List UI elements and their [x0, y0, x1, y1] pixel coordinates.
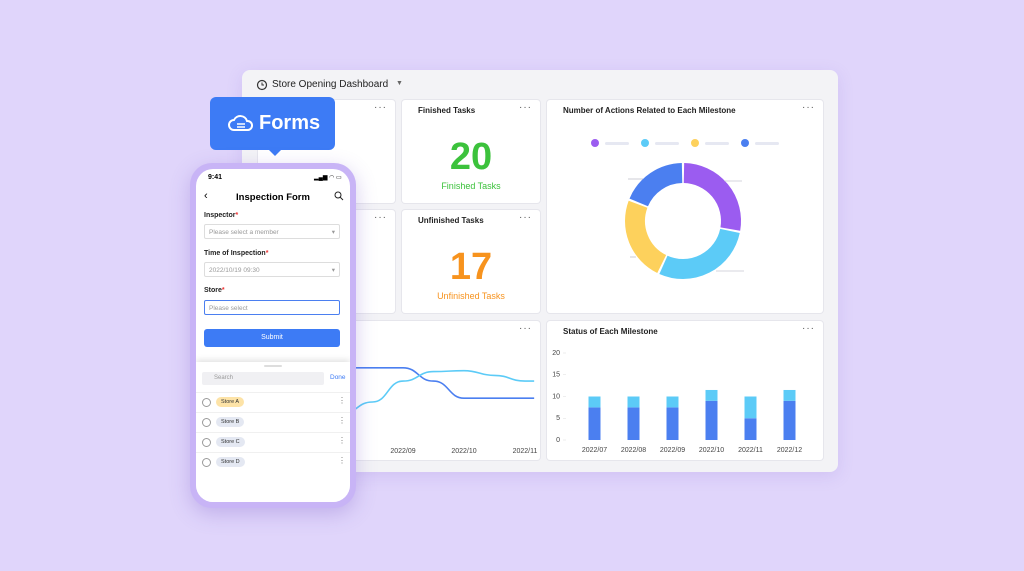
bar [744, 396, 757, 419]
x-tick-label: 2022/07 [582, 447, 607, 454]
bottom-sheet: Search Done Store A ⋮ Store B ⋮ Store C ⋮ Stor… [196, 362, 350, 502]
y-tick-label: 20 [552, 350, 560, 357]
x-tick-label: 2022/10 [451, 448, 476, 455]
bar [666, 396, 679, 408]
form-title: Inspection Form [236, 192, 310, 203]
select-input[interactable]: Please select a member ▾ [204, 224, 340, 239]
finished-card: Finished Tasks ··· 20 Finished Tasks [402, 100, 540, 203]
legend-dot [591, 139, 599, 147]
donut-segment [683, 163, 741, 231]
legend-dot [691, 139, 699, 147]
y-tick-label: 5 [556, 415, 560, 422]
date-input[interactable]: 2022/10/19 09:30 ▾ [204, 262, 340, 277]
field-label: Store* [204, 287, 225, 294]
badge-text: Forms [259, 112, 321, 134]
y-tick-label: 10 [552, 393, 560, 400]
store-option[interactable]: Store A ⋮ [196, 392, 350, 411]
bar [588, 407, 601, 440]
store-chip: Store B [216, 417, 245, 427]
kpi-label: Unfinished Tasks [437, 291, 505, 301]
bar [666, 407, 679, 440]
bar [783, 389, 796, 401]
card-title: Finished Tasks [418, 106, 476, 115]
x-tick-label: 2022/10 [699, 447, 724, 454]
field-label: Inspector* [204, 212, 239, 219]
submit-button[interactable]: Submit [204, 329, 340, 347]
card-title: Number of Actions Related to Each Milest… [563, 106, 736, 115]
x-tick-label: 2022/11 [738, 447, 763, 454]
store-input[interactable]: Please select [204, 300, 340, 315]
x-tick-label: 2022/11 [513, 448, 538, 455]
cloud-icon [228, 115, 254, 131]
back-button[interactable]: ‹ [204, 190, 208, 202]
forms-badge: Forms [210, 97, 335, 156]
line-series [341, 369, 535, 415]
dropdown-arrow[interactable]: ▼ [396, 80, 403, 87]
card-title: Unfinished Tasks [418, 216, 484, 225]
x-tick-label: 2022/08 [621, 447, 646, 454]
status-icons: ▂▄▆ ◠ ▭ [314, 175, 342, 181]
store-chip: Store D [216, 457, 245, 467]
bar [705, 400, 718, 440]
y-tick-label: 0 [556, 437, 560, 444]
legend-dot [641, 139, 649, 147]
store-option[interactable]: Store C ⋮ [196, 432, 350, 451]
search-icon[interactable] [334, 191, 344, 201]
bar [627, 407, 640, 440]
bar [627, 396, 640, 408]
kpi-label: Finished Tasks [441, 181, 501, 191]
card-title: Status of Each Milestone [563, 327, 658, 336]
line-series [342, 366, 535, 400]
bar [705, 389, 718, 401]
bar [588, 396, 601, 408]
unfinished-card: Unfinished Tasks ··· 17 Unfinished Tasks [402, 210, 540, 313]
status-time: 9:41 [208, 174, 223, 181]
store-chip: Store C [216, 437, 245, 447]
legend-text-placeholder [605, 142, 629, 145]
x-tick-label: 2022/09 [660, 447, 685, 454]
clock-icon [256, 79, 268, 91]
donut-segment [625, 200, 667, 273]
store-chip: Store A [216, 397, 245, 407]
legend-dot [741, 139, 749, 147]
x-tick-label: 2022/12 [777, 447, 802, 454]
y-tick-label: 15 [552, 372, 560, 379]
field-label: Time of Inspection* [204, 250, 269, 257]
dashboard-title[interactable]: Store Opening Dashboard [272, 79, 389, 90]
bar [783, 400, 796, 440]
bar [744, 418, 757, 440]
legend-text-placeholder [655, 142, 679, 145]
donut-segment [659, 228, 740, 279]
search-input[interactable]: Search [202, 372, 324, 385]
store-option[interactable]: Store B ⋮ [196, 412, 350, 431]
legend-text-placeholder [755, 142, 779, 145]
donut-segment [629, 163, 683, 207]
phone-screen: 9:41 ▂▄▆ ◠ ▭ ‹ Inspection Form Inspector… [196, 169, 350, 502]
legend-text-placeholder [705, 142, 729, 145]
kpi-value: 20 [449, 136, 493, 178]
done-button[interactable]: Done [330, 374, 346, 381]
kpi-value: 17 [449, 246, 493, 288]
phone: 9:41 ▂▄▆ ◠ ▭ ‹ Inspection Form Inspector… [190, 163, 356, 508]
x-tick-label: 2022/09 [390, 448, 415, 455]
store-option[interactable]: Store D ⋮ [196, 452, 350, 471]
